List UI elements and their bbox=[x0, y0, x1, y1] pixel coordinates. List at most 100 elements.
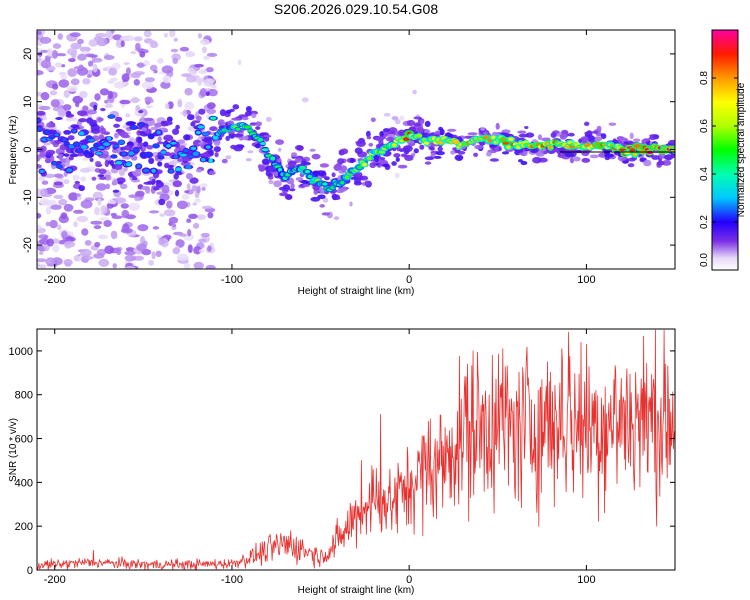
spectrogram-cell bbox=[279, 192, 289, 197]
spectrogram-cell bbox=[247, 150, 254, 154]
spectrogram-cell bbox=[260, 141, 266, 146]
spectrogram-cell bbox=[112, 34, 122, 41]
spectrogram-cell bbox=[633, 138, 641, 142]
spectrogram-cell bbox=[75, 193, 81, 197]
spectrogram-cell bbox=[508, 137, 514, 142]
spectrogram-cell bbox=[212, 135, 219, 140]
spectrogram-cell bbox=[66, 85, 78, 92]
spectrogram-cell bbox=[450, 150, 456, 155]
spectrogram-cell bbox=[185, 51, 196, 58]
spectrogram-cell bbox=[61, 64, 66, 68]
spectrogram-y-ticks: 20 10 0 -10 -20 bbox=[22, 48, 675, 253]
spectrogram-cell bbox=[143, 30, 152, 38]
spectrogram-cell bbox=[192, 139, 202, 147]
spectrogram-x-ticks: -200 -100 0 100 bbox=[44, 30, 596, 286]
spectrogram-cell bbox=[150, 126, 159, 131]
spectrogram-cell bbox=[60, 73, 68, 80]
spectrogram-cell bbox=[88, 60, 94, 67]
spectrogram-cell bbox=[206, 102, 216, 110]
spectrogram-cell bbox=[77, 148, 82, 153]
spectrogram-cell bbox=[186, 183, 191, 190]
spectrogram-cell bbox=[138, 122, 144, 127]
spectrogram-cell bbox=[176, 200, 188, 210]
spectrogram-cell bbox=[135, 42, 141, 50]
spectrogram-cell bbox=[354, 147, 363, 154]
spectrogram-cell bbox=[49, 134, 55, 140]
spectrogram-cell bbox=[143, 59, 150, 66]
spectrogram-cell bbox=[98, 134, 105, 141]
spectrogram-cell bbox=[163, 134, 174, 142]
spectrogram-cell bbox=[93, 104, 98, 111]
spectrogram-cell bbox=[51, 50, 59, 59]
spectrogram-cell bbox=[187, 244, 193, 254]
spectrogram-cell bbox=[189, 69, 197, 75]
spectrogram-cell bbox=[201, 46, 207, 54]
spectrogram-cell bbox=[208, 170, 216, 175]
spectrogram-cell bbox=[491, 135, 496, 140]
spectrogram-cell bbox=[413, 148, 419, 154]
spectrogram-cell bbox=[310, 196, 321, 202]
spectrogram-cell bbox=[62, 138, 67, 142]
spectrogram-cell bbox=[86, 74, 92, 78]
colorbar-ticks: 0.0 0.2 0.4 0.6 0.8 bbox=[699, 71, 738, 271]
spectrogram-cell bbox=[232, 104, 240, 110]
spectrogram-cell bbox=[412, 89, 417, 95]
spectrogram-cell bbox=[319, 163, 330, 168]
spectrogram-cell bbox=[49, 90, 58, 96]
spectrogram-cell bbox=[113, 81, 126, 89]
spectrogram-cell bbox=[139, 51, 146, 58]
spectrogram-cell bbox=[133, 36, 143, 42]
spectrogram-cell bbox=[311, 153, 321, 160]
spectrogram-cell bbox=[44, 173, 56, 178]
spectrogram-cell bbox=[103, 55, 115, 60]
spectrogram-cell bbox=[151, 168, 156, 173]
spectrogram-cell bbox=[518, 133, 529, 138]
spectrogram-cell bbox=[80, 248, 92, 257]
spectrogram-cell bbox=[72, 174, 80, 181]
spectrogram-cell bbox=[213, 139, 221, 146]
spectrogram-cell bbox=[58, 79, 70, 88]
spectrogram-cell bbox=[366, 130, 371, 138]
spectrogram-cell bbox=[184, 101, 195, 110]
spectrogram-cell bbox=[95, 152, 103, 155]
spectrogram-cell bbox=[110, 155, 118, 158]
spectrogram-cell bbox=[415, 133, 423, 138]
spectrogram-cell bbox=[195, 130, 201, 135]
spectrogram-cell bbox=[639, 158, 645, 162]
spectrogram-cell bbox=[126, 142, 133, 146]
spectrogram-cell bbox=[331, 172, 336, 178]
spectrogram-cell bbox=[52, 161, 57, 165]
spectrogram-cell bbox=[108, 114, 115, 119]
spectrogram-cell bbox=[64, 142, 70, 146]
spectrogram-cell bbox=[52, 83, 59, 90]
spectrogram-cell bbox=[45, 206, 52, 215]
spectrogram-cell bbox=[454, 154, 464, 161]
snr-y-tick-label: 1000 bbox=[9, 346, 33, 358]
spectrogram-cell bbox=[277, 147, 282, 152]
spectrogram-cell bbox=[186, 114, 195, 121]
spectrogram-y-tick-label: 10 bbox=[22, 96, 34, 108]
spectrogram-cell bbox=[156, 234, 162, 239]
spectrogram-cell bbox=[464, 135, 473, 139]
spectrogram-cell bbox=[45, 221, 51, 227]
spectrogram-cell bbox=[65, 158, 70, 168]
spectrogram-cell bbox=[453, 139, 460, 144]
spectrogram-cell bbox=[100, 107, 106, 112]
spectrogram-cell bbox=[593, 136, 603, 142]
spectrogram-cell bbox=[193, 246, 202, 255]
spectrogram-cell bbox=[205, 145, 211, 149]
spectrogram-cell bbox=[564, 152, 575, 158]
spectrogram-cell bbox=[364, 180, 369, 185]
spectrogram-cell bbox=[46, 238, 54, 247]
spectrogram-cell bbox=[63, 203, 74, 212]
spectrogram-cell bbox=[121, 209, 130, 219]
spectrogram-cell bbox=[173, 173, 179, 180]
spectrogram-cell bbox=[550, 132, 557, 139]
spectrogram-cell bbox=[115, 161, 123, 165]
spectrogram-cell bbox=[447, 128, 457, 132]
spectrogram-cell bbox=[112, 179, 118, 186]
spectrogram-cell bbox=[199, 38, 210, 46]
spectrogram-cell bbox=[53, 173, 64, 178]
spectrogram-cell bbox=[186, 218, 192, 223]
spectrogram-cell bbox=[157, 141, 164, 145]
